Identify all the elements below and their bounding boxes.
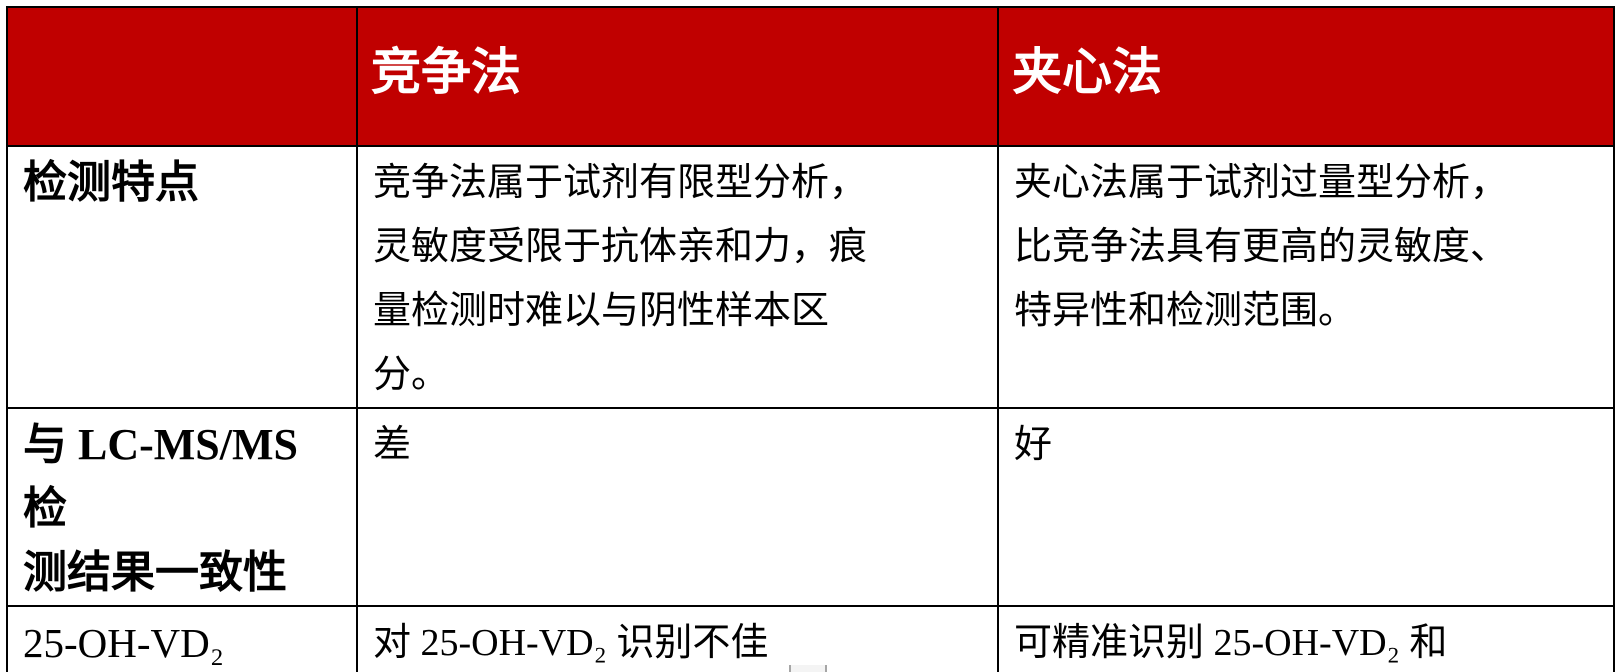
- header-cell-blank: [6, 6, 358, 147]
- row-label-detection-features: 检测特点: [6, 145, 358, 409]
- row-label-lcmsms-consistency: 与 LC-MS/MS 检 测结果一致性: [6, 407, 358, 607]
- comparison-table: 竞争法 夹心法 检测特点 竞争法属于试剂有限型分析， 灵敏度受限于抗体亲和力，痕…: [6, 6, 1615, 672]
- cell-detection-features-competition: 竞争法属于试剂有限型分析， 灵敏度受限于抗体亲和力，痕 量检测时难以与阴性样本区…: [356, 145, 999, 409]
- cell-25-oh-vd2-competition: 对 25-OH-VD₂ 识别不佳: [356, 605, 999, 672]
- cell-25-oh-vd2-sandwich: 可精准识别 25-OH-VD₂ 和 25-OH-VD₃: [997, 605, 1615, 672]
- cell-lcmsms-competition: 差: [356, 407, 999, 607]
- cell-lcmsms-sandwich: 好: [997, 407, 1615, 607]
- ui-fragment: [789, 665, 827, 672]
- table-header-row: 竞争法 夹心法: [6, 6, 1615, 147]
- table-row-25-oh-vd2: 25-OH-VD₂ 对 25-OH-VD₂ 识别不佳 可精准识别 25-OH-V…: [6, 605, 1615, 672]
- table-row-lcmsms-consistency: 与 LC-MS/MS 检 测结果一致性 差 好: [6, 407, 1615, 607]
- header-cell-sandwich-method: 夹心法: [997, 6, 1615, 147]
- cell-detection-features-sandwich: 夹心法属于试剂过量型分析， 比竞争法具有更高的灵敏度、 特异性和检测范围。: [997, 145, 1615, 409]
- header-cell-competition-method: 竞争法: [356, 6, 999, 147]
- row-label-25-oh-vd2: 25-OH-VD₂: [6, 605, 358, 672]
- table-row-detection-features: 检测特点 竞争法属于试剂有限型分析， 灵敏度受限于抗体亲和力，痕 量检测时难以与…: [6, 145, 1615, 409]
